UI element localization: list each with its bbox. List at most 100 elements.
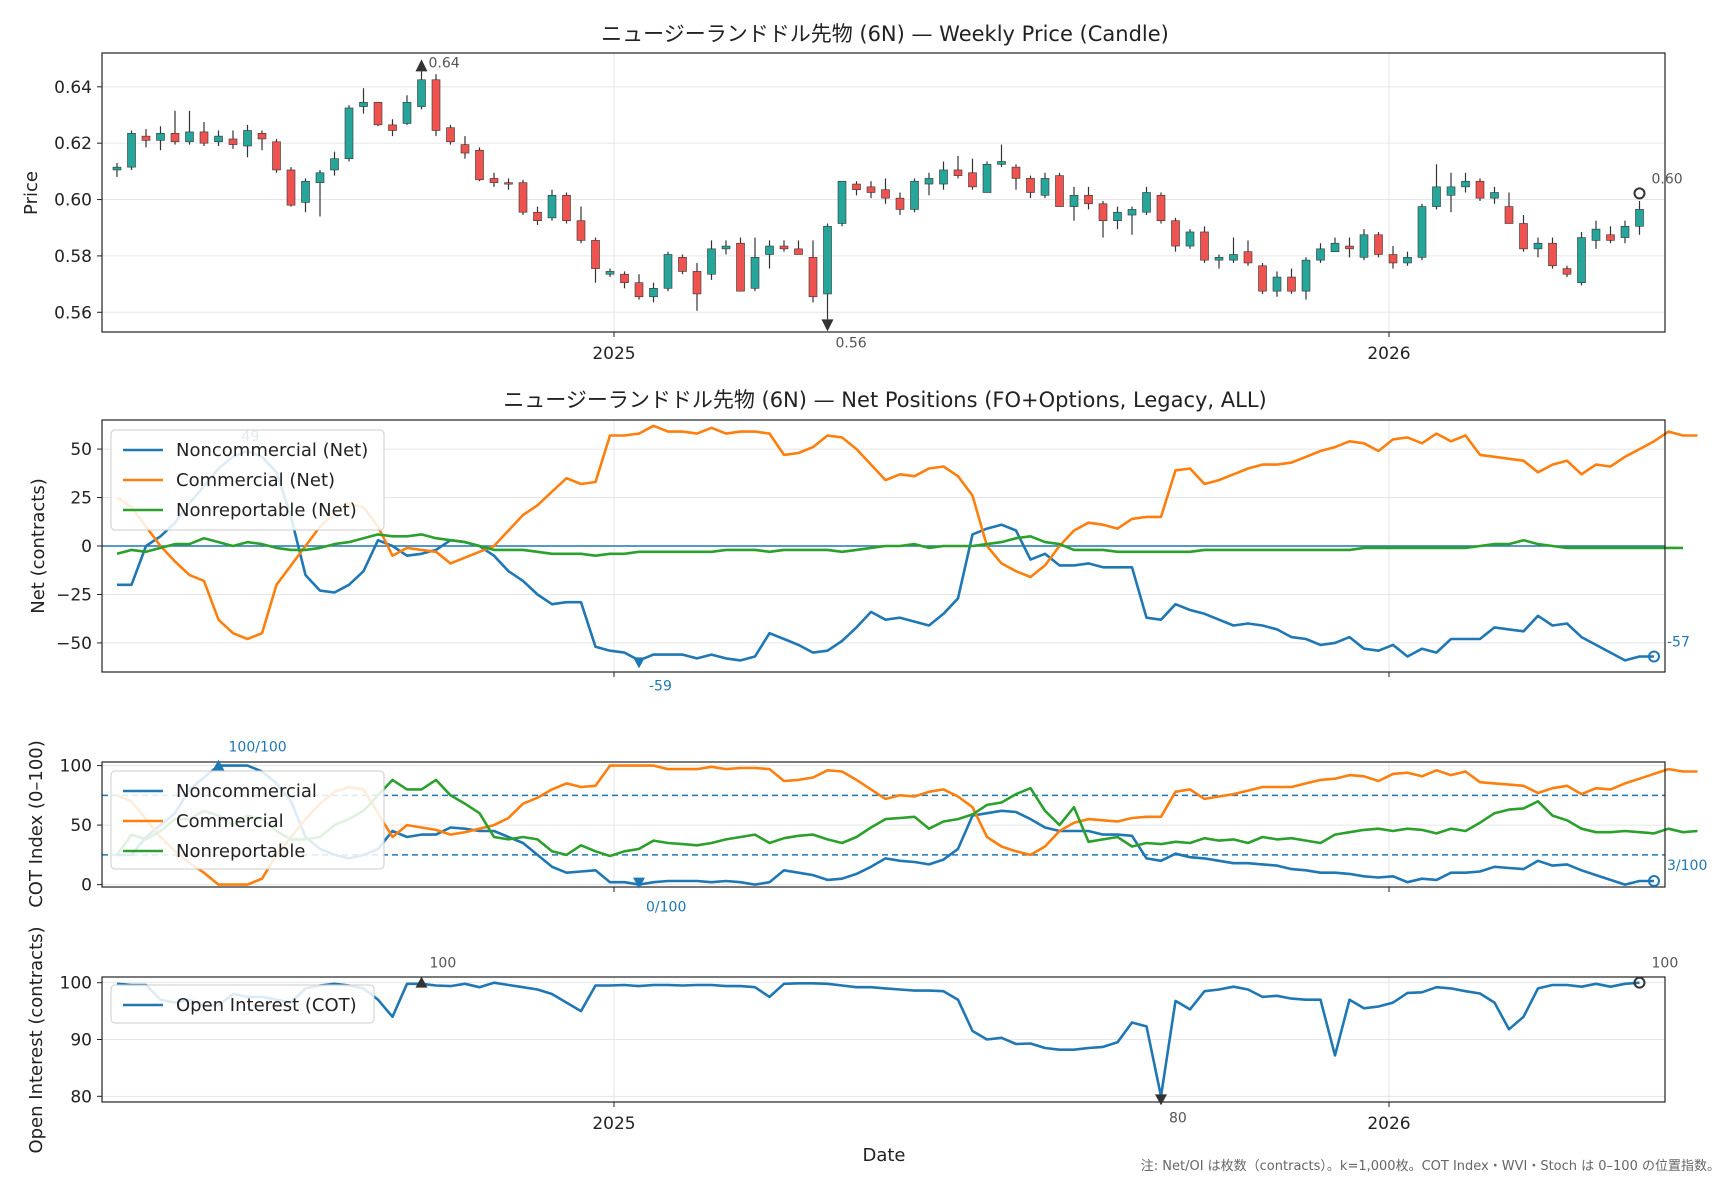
candle-up xyxy=(1490,192,1499,199)
max-label: 100 xyxy=(430,956,457,972)
candle-down xyxy=(504,182,513,185)
candle-down xyxy=(1171,220,1180,247)
candle-down xyxy=(866,186,876,193)
legend-label: Open Interest (COT) xyxy=(176,995,357,1016)
candle-up xyxy=(243,130,252,147)
candle-down xyxy=(1562,268,1572,275)
candle-down xyxy=(576,220,586,241)
candle-down xyxy=(518,182,528,213)
candle-up xyxy=(924,178,934,185)
candle-down xyxy=(794,248,803,255)
candle-up xyxy=(156,133,165,141)
candle-down xyxy=(953,169,963,176)
candle-down xyxy=(895,197,905,210)
candle-up xyxy=(910,180,919,210)
oi-grid xyxy=(102,977,1665,1102)
min-label: 0/100 xyxy=(646,900,686,916)
last-marker xyxy=(1648,875,1660,888)
last-label: 3/100 xyxy=(1667,858,1707,874)
cot-x-axis xyxy=(613,887,1390,892)
net-chart-title: ニュージーランドドル先物 (6N) — Net Positions (FO+Op… xyxy=(503,388,1267,412)
candle-down xyxy=(1345,245,1354,250)
candle-down xyxy=(808,257,818,298)
low-marker xyxy=(821,319,834,332)
net-lines xyxy=(102,424,1698,662)
price-panel: ニュージーランドドル先物 (6N) — Weekly Price (Candle… xyxy=(21,22,1683,364)
candle-up xyxy=(1446,186,1456,196)
candle-up xyxy=(707,248,716,275)
y-tick-label: 25 xyxy=(70,489,92,509)
legend-box xyxy=(110,984,375,1024)
candle-down xyxy=(1606,234,1615,241)
candle-down xyxy=(1084,195,1093,205)
candle-down xyxy=(1475,180,1485,199)
candle-down xyxy=(968,172,977,188)
candle-down xyxy=(678,257,687,272)
oi-x-axis: 2025 2026 xyxy=(592,1102,1411,1134)
candle-up xyxy=(301,180,310,203)
candle-up xyxy=(1533,242,1543,250)
candle-up xyxy=(344,107,354,159)
candle-up xyxy=(112,166,122,171)
candle-up xyxy=(1359,234,1369,258)
min-marker xyxy=(633,657,645,669)
candle-up xyxy=(1635,209,1644,227)
y-tick-label: 0 xyxy=(81,537,92,557)
candle-up xyxy=(663,254,673,289)
legend-label: Noncommercial (Net) xyxy=(176,440,368,461)
legend-label: Noncommercial xyxy=(176,781,317,802)
price-y-axis: 0.56 0.58 0.60 0.62 0.64 xyxy=(54,78,102,323)
price-candles xyxy=(112,71,1644,320)
candle-up xyxy=(547,195,557,219)
oi-annotations: 80 100 100 xyxy=(415,956,1678,1126)
candle-up xyxy=(214,135,223,143)
y-tick-label: −25 xyxy=(56,585,92,605)
date-x-axis-label: Date xyxy=(862,1145,905,1166)
x-tick-label: 2025 xyxy=(592,344,635,364)
candle-up xyxy=(997,161,1006,165)
candle-down xyxy=(489,178,499,183)
candle-down xyxy=(388,124,397,131)
x-tick-label: 2025 xyxy=(592,1114,635,1134)
last-label: 0.60 xyxy=(1652,171,1683,187)
cot-annotations: 0/100 100/100 3/100 xyxy=(212,740,1707,916)
candle-up xyxy=(1185,231,1195,247)
net-positions-panel: ニュージーランドドル先物 (6N) — Net Positions (FO+Op… xyxy=(28,388,1698,694)
candle-up xyxy=(1040,178,1050,196)
candle-down xyxy=(1287,276,1296,292)
price-x-axis: 2025 2026 xyxy=(592,332,1411,364)
candle-up xyxy=(1214,257,1224,261)
cot-index-panel: 0 50 100 COT Index (0–100) 0/100 100/100 3/1… xyxy=(26,740,1707,916)
candle-up xyxy=(1272,276,1282,292)
candle-down xyxy=(1258,265,1267,292)
max-label: 100/100 xyxy=(229,740,287,756)
series-line-commercial xyxy=(116,424,1698,641)
candle-up xyxy=(359,102,368,107)
y-tick-label: 0.60 xyxy=(54,191,92,211)
min-marker xyxy=(1155,1094,1167,1106)
candle-up xyxy=(1069,195,1079,207)
y-tick-label: 50 xyxy=(70,440,92,460)
y-tick-label: 0 xyxy=(81,876,92,896)
candle-up xyxy=(1577,237,1586,283)
candle-down xyxy=(881,189,890,199)
candle-up xyxy=(1301,259,1311,292)
high-label: 0.64 xyxy=(429,55,460,71)
candle-down xyxy=(257,133,267,140)
min-marker xyxy=(633,877,645,889)
y-tick-label: 50 xyxy=(70,816,92,836)
legend-box xyxy=(110,770,385,870)
candle-up xyxy=(982,164,992,193)
y-tick-label: 100 xyxy=(60,757,92,777)
candle-down xyxy=(591,240,600,269)
legend-label: Nonreportable xyxy=(176,841,305,862)
y-tick-label: 0.56 xyxy=(54,303,92,323)
candle-up xyxy=(127,133,136,168)
net-y-axis: −50 −25 0 25 50 xyxy=(56,440,102,654)
candle-up xyxy=(837,180,847,224)
oi-y-axis-label: Open Interest (contracts) xyxy=(26,926,47,1153)
candle-up xyxy=(417,79,426,107)
legend-box xyxy=(110,429,385,531)
candle-up xyxy=(1229,254,1238,261)
candle-down xyxy=(562,195,571,221)
